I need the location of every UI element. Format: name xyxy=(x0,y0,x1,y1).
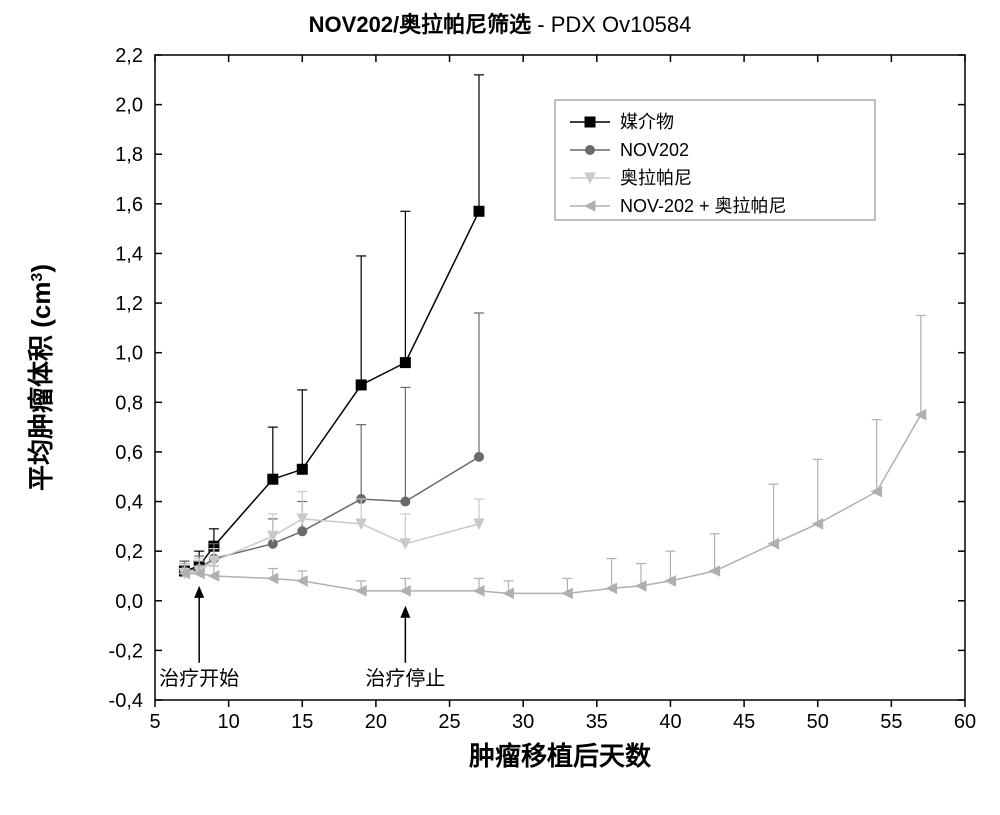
chart-svg: NOV202/奥拉帕尼筛选 - PDX Ov10584 5 10 15 20 25 30 35… xyxy=(0,0,1000,815)
y-tick-label: 2,2 xyxy=(115,45,143,67)
y-tick-label: 0,6 xyxy=(115,442,143,464)
y-tick-label: -0,2 xyxy=(109,640,143,662)
legend-label: NOV-202 + 奥拉帕尼 xyxy=(620,196,787,216)
y-tick-label: 0,0 xyxy=(115,591,143,613)
y-axis-label: 平均肿瘤体积 (cm3) xyxy=(26,264,56,491)
x-tick-label: 15 xyxy=(291,711,313,733)
annotation-text: 治疗开始 xyxy=(159,667,239,690)
legend-label: NOV202 xyxy=(620,140,689,160)
x-tick-label: 45 xyxy=(733,711,755,733)
y-tick-label: 0,4 xyxy=(115,492,143,514)
y-tick-label: 1,4 xyxy=(115,243,143,265)
annotation-arrowhead xyxy=(400,606,410,618)
y-tick-label: 1,8 xyxy=(115,144,143,166)
y-tick-label: 0,8 xyxy=(115,392,143,414)
x-tick-label: 25 xyxy=(438,711,460,733)
y-tick-label: -0,4 xyxy=(109,690,143,712)
y-tick-label: 0,2 xyxy=(115,541,143,563)
y-tick-label: 1,2 xyxy=(115,293,143,315)
x-tick-label: 30 xyxy=(512,711,534,733)
chart-title: NOV202/奥拉帕尼筛选 - PDX Ov10584 xyxy=(309,12,692,37)
legend-label: 媒介物 xyxy=(620,112,674,132)
x-tick-label: 55 xyxy=(880,711,902,733)
chart-container: NOV202/奥拉帕尼筛选 - PDX Ov10584 5 10 15 20 25 30 35… xyxy=(0,0,1000,815)
series-line xyxy=(184,519,479,574)
series-line xyxy=(184,415,920,594)
x-tick-label: 20 xyxy=(365,711,387,733)
annotation-text: 治疗停止 xyxy=(365,667,445,690)
x-tick-label: 40 xyxy=(659,711,681,733)
series xyxy=(179,313,484,576)
series xyxy=(179,75,484,576)
x-tick-label: 60 xyxy=(954,711,976,733)
annotation-arrowhead xyxy=(194,586,204,598)
x-tick-label: 10 xyxy=(218,711,240,733)
series-line xyxy=(184,457,479,571)
x-axis-label: 肿瘤移植后天数 xyxy=(469,741,652,771)
series xyxy=(179,492,484,579)
legend-label: 奥拉帕尼 xyxy=(620,168,692,188)
x-tick-label: 50 xyxy=(807,711,829,733)
x-tick-label: 35 xyxy=(586,711,608,733)
y-tick-label: 2,0 xyxy=(115,95,143,117)
y-tick-label: 1,0 xyxy=(115,343,143,365)
series xyxy=(179,315,925,598)
series-line xyxy=(184,211,479,571)
x-tick-label: 5 xyxy=(149,711,160,733)
y-tick-label: 1,6 xyxy=(115,194,143,216)
